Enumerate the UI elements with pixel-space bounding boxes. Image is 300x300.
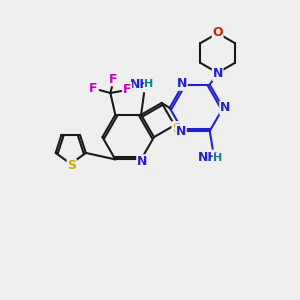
Text: F: F — [109, 73, 118, 85]
Text: H: H — [144, 79, 154, 89]
Text: N: N — [220, 101, 230, 114]
Text: S: S — [172, 122, 181, 135]
Text: F: F — [123, 82, 131, 96]
Text: N: N — [177, 77, 187, 90]
Text: S: S — [67, 159, 76, 172]
Text: NH: NH — [130, 78, 151, 91]
Text: N: N — [137, 155, 147, 168]
Text: F: F — [89, 82, 98, 94]
Text: H: H — [213, 153, 222, 163]
Text: N: N — [176, 124, 186, 137]
Text: O: O — [212, 26, 223, 39]
Text: N: N — [212, 67, 223, 80]
Text: NH: NH — [198, 151, 219, 164]
